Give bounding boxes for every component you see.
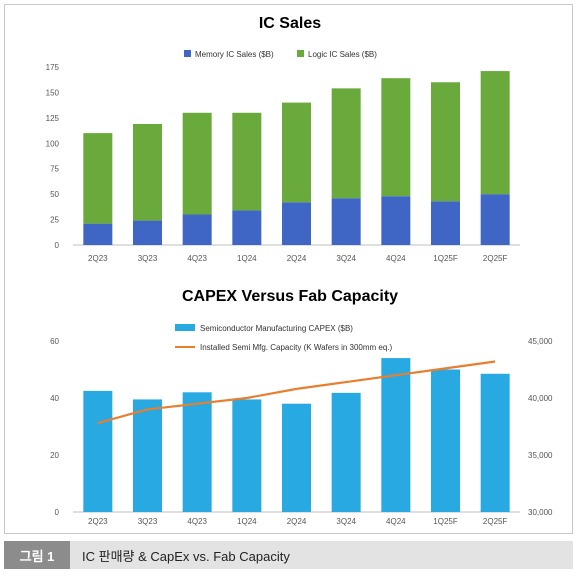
x-tick-label: 2Q24 <box>287 517 307 526</box>
chart-title: CAPEX Versus Fab Capacity <box>182 288 398 305</box>
bar-logic <box>232 112 262 211</box>
figure-frame: IC Sales Memory IC Sales ($B) Logic IC Sa… <box>4 4 573 534</box>
bar-memory <box>83 223 113 245</box>
x-tick-label: 2Q25F <box>483 254 508 263</box>
ic-sales-chart: IC Sales Memory IC Sales ($B) Logic IC Sa… <box>46 15 520 263</box>
bar-memory <box>282 202 311 245</box>
legend-swatch <box>184 50 191 57</box>
x-tick-label: 1Q25F <box>433 254 458 263</box>
caption-text: IC 판매량 & CapEx vs. Fab Capacity <box>82 548 290 564</box>
x-tick-label: 3Q23 <box>138 517 158 526</box>
x-tick-label: 4Q23 <box>187 517 207 526</box>
x-tick-label: 3Q24 <box>336 254 356 263</box>
legend-swatch <box>297 50 304 57</box>
legend-label: Logic IC Sales ($B) <box>308 50 377 59</box>
x-tick-label: 4Q24 <box>386 254 406 263</box>
x-tick-label: 1Q24 <box>237 517 257 526</box>
y-tick-label-right: 35,000 <box>528 451 553 460</box>
y-tick-label: 175 <box>46 63 60 72</box>
line-capacity <box>97 360 496 425</box>
y-tick-label: 150 <box>46 88 60 97</box>
bar-logic <box>133 123 162 221</box>
x-tick-label: 1Q25F <box>433 517 458 526</box>
x-tick-label: 3Q24 <box>336 517 356 526</box>
bar-capex <box>182 392 212 512</box>
bar-capex <box>282 403 311 512</box>
y-tick-label-right: 45,000 <box>528 337 553 346</box>
bar-capex <box>232 399 262 512</box>
bar-logic <box>83 133 113 224</box>
x-tick-label: 2Q23 <box>88 254 108 263</box>
y-tick-label-left: 20 <box>50 451 59 460</box>
x-tick-label: 2Q23 <box>88 517 108 526</box>
bar-capex <box>431 369 460 512</box>
y-tick-label: 100 <box>46 139 60 148</box>
bar-memory <box>480 194 510 245</box>
chart-title: IC Sales <box>259 15 321 32</box>
y-tick-label: 75 <box>50 165 59 174</box>
bar-capex <box>480 373 510 512</box>
bar-capex <box>381 358 411 512</box>
bar-memory <box>232 210 262 245</box>
x-tick-label: 2Q25F <box>483 517 508 526</box>
bar-memory <box>431 201 460 245</box>
bar-capex <box>133 399 162 512</box>
y-tick-label: 0 <box>55 241 60 250</box>
bar-logic <box>381 78 411 197</box>
bar-memory <box>381 196 411 245</box>
bar-logic <box>331 88 361 199</box>
figure-caption: 그림 1 IC 판매량 & CapEx vs. Fab Capacity <box>4 541 573 569</box>
y-tick-label: 50 <box>50 190 59 199</box>
bar-memory <box>331 198 361 245</box>
caption-label: 그림 1 <box>4 541 70 569</box>
y-tick-label: 25 <box>50 216 59 225</box>
x-tick-label: 1Q24 <box>237 254 257 263</box>
bar-capex <box>331 392 361 512</box>
bar-logic <box>480 71 510 195</box>
y-tick-label-right: 30,000 <box>528 508 553 517</box>
x-tick-label: 4Q24 <box>386 517 406 526</box>
legend-label: Memory IC Sales ($B) <box>195 50 274 59</box>
y-tick-label-left: 60 <box>50 337 59 346</box>
x-tick-label: 4Q23 <box>187 254 207 263</box>
bar-memory <box>133 220 162 245</box>
y-tick-label: 125 <box>46 114 60 123</box>
capex-vs-capacity-chart: CAPEX Versus Fab Capacity Semiconductor … <box>50 288 553 526</box>
bar-capex <box>83 390 113 512</box>
x-tick-label: 3Q23 <box>138 254 158 263</box>
x-tick-label: 2Q24 <box>287 254 307 263</box>
bar-logic <box>282 102 311 203</box>
bar-logic <box>182 112 212 215</box>
y-tick-label-left: 0 <box>55 508 60 517</box>
legend-label: Installed Semi Mfg. Capacity (K Wafers i… <box>200 343 393 352</box>
bar-memory <box>182 214 212 245</box>
legend-swatch <box>175 324 195 331</box>
legend-label: Semiconductor Manufacturing CAPEX ($B) <box>200 324 353 333</box>
y-tick-label-left: 40 <box>50 394 59 403</box>
y-tick-label-right: 40,000 <box>528 394 553 403</box>
bar-logic <box>431 82 460 202</box>
